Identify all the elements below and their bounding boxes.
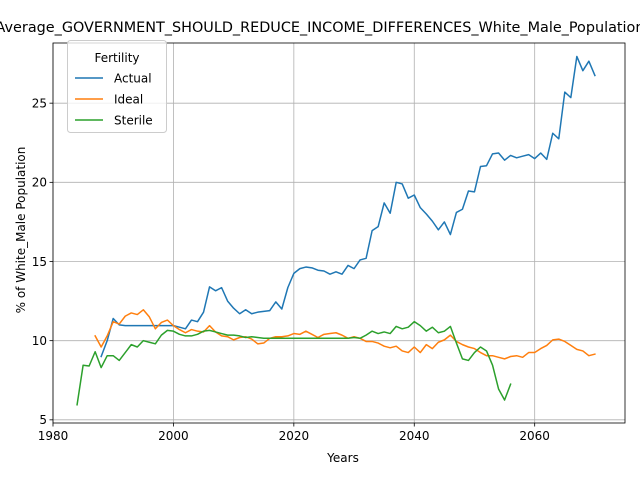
y-tick-label: 10 <box>32 334 47 348</box>
series-lines <box>76 55 596 406</box>
y-tick-label: 5 <box>39 413 47 427</box>
x-axis-label: Years <box>326 451 359 465</box>
legend-title: Fertility <box>94 51 139 65</box>
grid-lines <box>52 43 625 423</box>
y-tick-label: 25 <box>32 96 47 110</box>
y-axis-label: % of White_Male Population <box>14 147 28 314</box>
legend-label-sterile: Sterile <box>114 113 153 127</box>
x-tick-label: 2000 <box>158 429 189 443</box>
series-line-ideal <box>94 309 596 360</box>
series-line-sterile <box>76 320 512 406</box>
x-axis-ticks: 1980 2000 2020 2040 2060 <box>38 423 550 443</box>
y-tick-label: 15 <box>32 255 47 269</box>
x-tick-label: 2060 <box>519 429 550 443</box>
plot-area <box>52 42 626 424</box>
y-axis-ticks: 5 10 15 20 25 <box>32 96 53 427</box>
series-line-actual <box>100 55 596 358</box>
legend-label-ideal: Ideal <box>114 92 143 106</box>
chart-title: Average_GOVERNMENT_SHOULD_REDUCE_INCOME_… <box>0 20 640 36</box>
x-tick-label: 2040 <box>399 429 430 443</box>
x-tick-label: 2020 <box>279 429 310 443</box>
legend-entries: Actual Ideal Sterile <box>75 71 153 127</box>
y-tick-label: 20 <box>32 176 47 190</box>
legend: Fertility Actual Ideal Sterile <box>67 40 167 133</box>
legend-box <box>67 40 167 133</box>
legend-label-actual: Actual <box>114 71 152 85</box>
x-tick-label: 1980 <box>38 429 69 443</box>
